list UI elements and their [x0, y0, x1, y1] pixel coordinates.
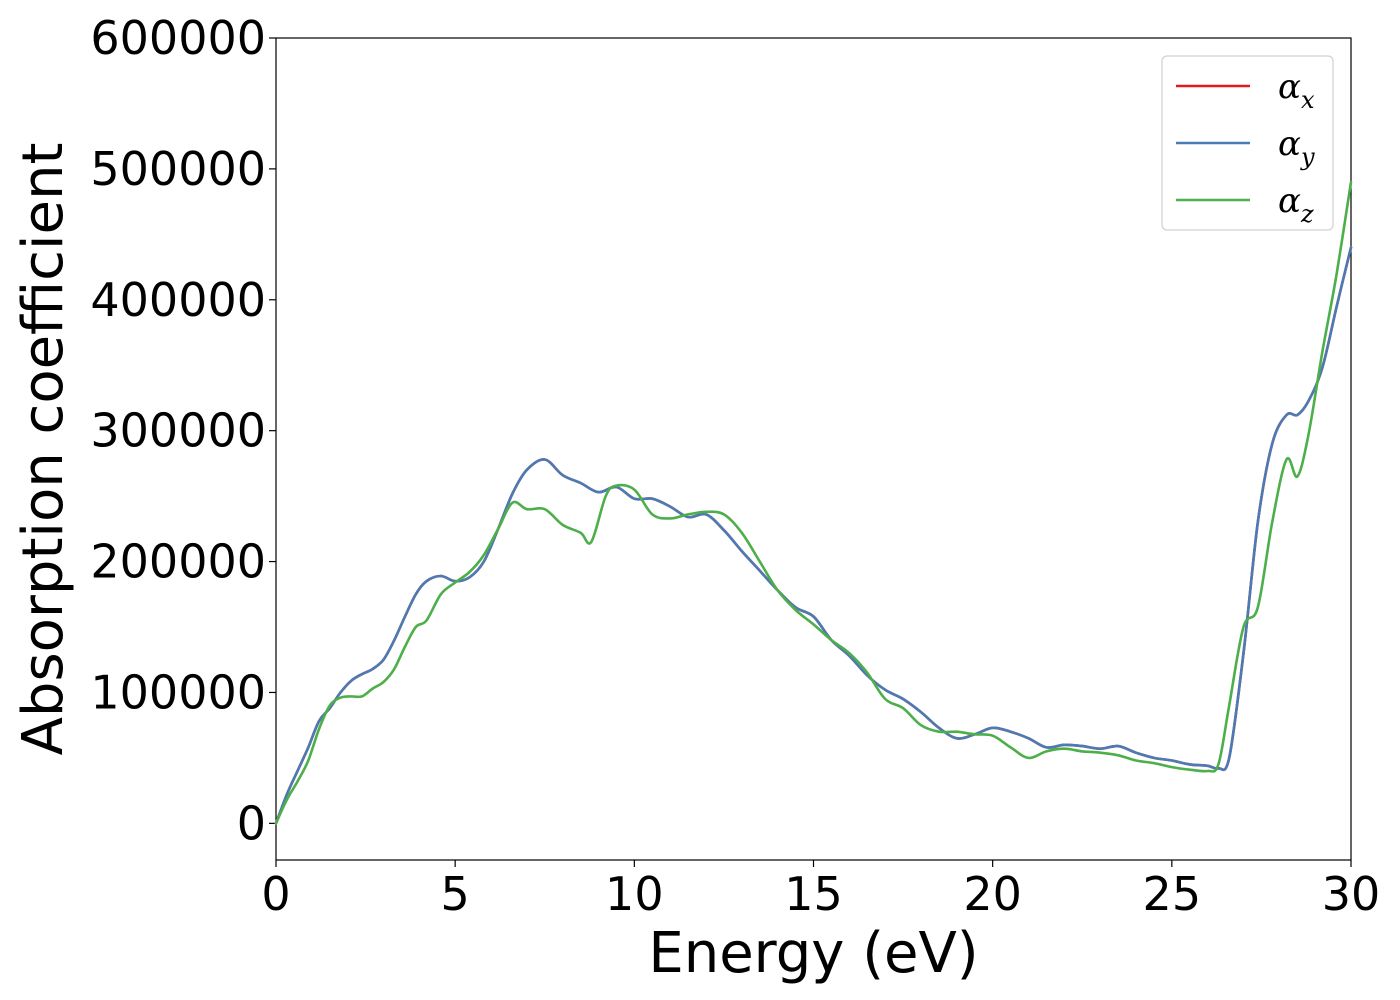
legend-label-y: αy	[1278, 124, 1315, 171]
y-tick-label-6: 600000	[90, 11, 266, 65]
y-axis-label: Absorption coefficient	[11, 143, 76, 756]
y-tick-label-1: 100000	[90, 665, 266, 719]
series-lines	[274, 180, 1353, 825]
legend-label-sub: y	[1300, 143, 1315, 171]
y-tick-label-2: 200000	[90, 535, 266, 589]
legend-label-main: α	[1278, 181, 1301, 221]
x-axis-ticks: 0 5 10 15 20 25 30	[261, 860, 1380, 921]
legend-label-sub: z	[1300, 200, 1314, 228]
y-tick-label-3: 300000	[90, 404, 266, 458]
y-axis-ticks: 0 100000 200000 300000 400000 500000 600000	[90, 11, 276, 850]
x-tick-label-1: 5	[441, 867, 470, 921]
legend-label-main: α	[1278, 67, 1301, 107]
legend-label-main: α	[1278, 124, 1301, 164]
series-line-z	[274, 180, 1353, 825]
legend-label-z: αz	[1278, 181, 1314, 228]
y-tick-label-4: 400000	[90, 273, 266, 327]
x-tick-label-4: 20	[963, 867, 1022, 921]
x-tick-label-0: 0	[261, 867, 290, 921]
x-tick-label-5: 25	[1143, 867, 1202, 921]
y-tick-label-5: 500000	[90, 142, 266, 196]
x-tick-label-3: 15	[784, 867, 843, 921]
legend-label-x: αx	[1278, 67, 1315, 114]
legend-label-sub: x	[1301, 86, 1315, 114]
x-tick-label-6: 30	[1322, 867, 1381, 921]
x-axis-label: Energy (eV)	[648, 921, 978, 986]
y-tick-label-0: 0	[237, 796, 266, 850]
x-tick-label-2: 10	[605, 867, 664, 921]
